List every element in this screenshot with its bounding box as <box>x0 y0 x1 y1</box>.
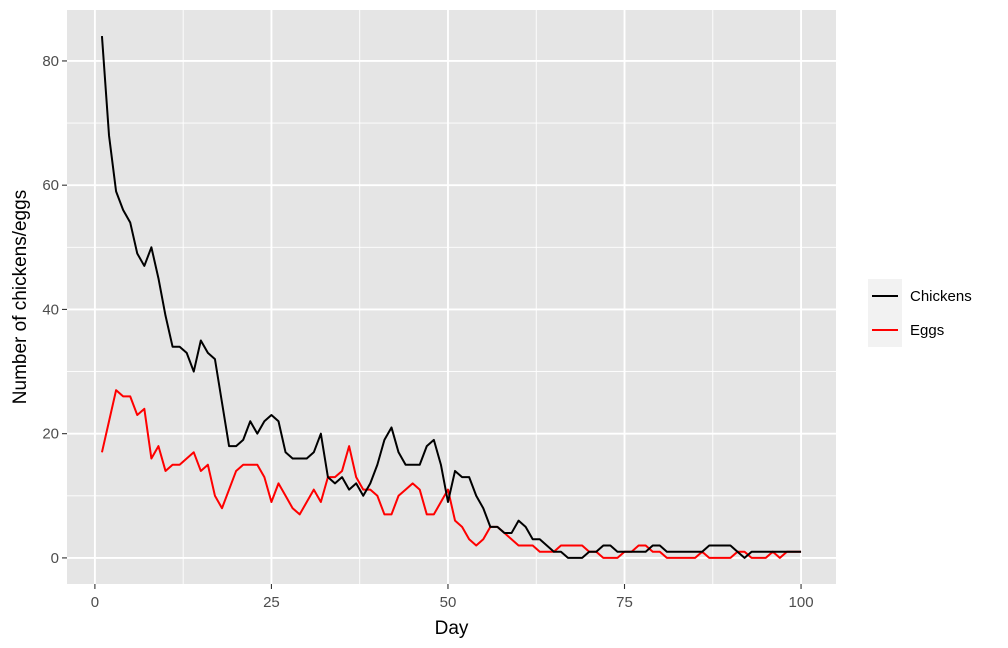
plot-area <box>67 10 836 584</box>
y-tick-label: 80 <box>42 53 59 70</box>
y-tick-label: 0 <box>51 550 59 567</box>
y-tick-label: 60 <box>42 177 59 194</box>
legend-label-eggs: Eggs <box>910 322 944 339</box>
x-tick-label: 100 <box>789 594 814 611</box>
series-line-chickens <box>100 36 802 559</box>
series-line-eggs <box>100 389 802 559</box>
y-tick-label: 40 <box>42 301 59 318</box>
legend-label-chickens: Chickens <box>910 288 972 305</box>
x-tick-label: 50 <box>440 594 457 611</box>
y-axis-title: Number of chickens/eggs <box>10 190 31 404</box>
axes: 0 25 50 75 100 0 20 40 60 80 <box>42 53 813 611</box>
x-tick-label: 0 <box>91 594 99 611</box>
x-tick-label: 25 <box>263 594 280 611</box>
panel-background <box>67 10 836 584</box>
y-tick-label: 20 <box>42 426 59 443</box>
x-tick-label: 75 <box>616 594 633 611</box>
legend: Chickens Eggs <box>868 279 972 347</box>
x-axis-title: Day <box>435 618 469 639</box>
